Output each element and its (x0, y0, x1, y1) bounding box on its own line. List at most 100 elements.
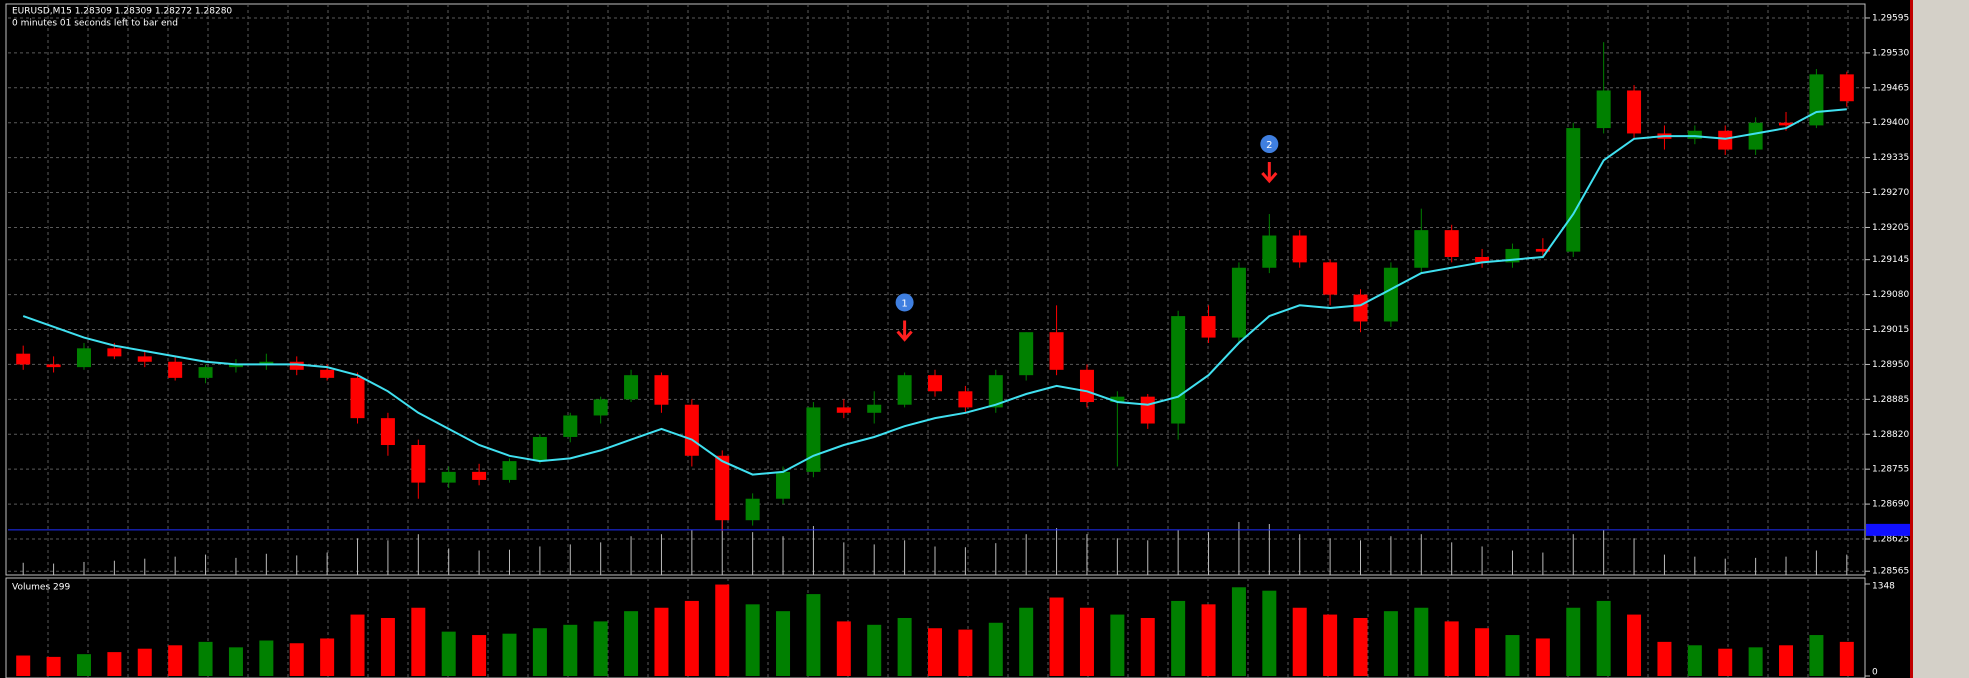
volume-bar (897, 617, 912, 676)
candle-body (198, 367, 213, 378)
candle-body (897, 375, 912, 405)
volume-bar (1262, 590, 1277, 676)
candle-body (624, 375, 639, 400)
annotation-badge (1260, 135, 1279, 154)
candle-body (16, 353, 31, 365)
volume-bar (1140, 617, 1155, 676)
volume-bar (441, 631, 456, 676)
volume-bar (867, 624, 882, 676)
candle-body (928, 375, 942, 392)
volume-bar (1718, 648, 1733, 676)
y-tick-label: 1.29465 (1872, 83, 1909, 93)
volume-bar (532, 628, 547, 676)
volume-bar (654, 607, 669, 676)
volume-title: Volumes 299 (12, 583, 70, 593)
candle-body (320, 369, 335, 378)
candle-body (1475, 257, 1490, 263)
volume-bar (502, 633, 517, 676)
candle-body (776, 471, 791, 499)
annotation-arrow (896, 320, 913, 342)
candle-body (350, 377, 365, 419)
volume-bar (745, 604, 760, 676)
candle-body (1566, 128, 1581, 252)
volume-bar (168, 645, 183, 676)
volume-bar (624, 611, 639, 676)
candle-body (380, 418, 395, 446)
volume-bar (1110, 614, 1125, 676)
y-tick-label: 1.28565 (1872, 567, 1909, 577)
volume-bar (1383, 611, 1398, 676)
volume-bar (563, 624, 578, 676)
candle-body (1292, 235, 1307, 263)
volume-bar (16, 655, 31, 676)
volume-bar (1657, 641, 1672, 676)
candle-body (1535, 248, 1550, 252)
volume-bar (1353, 617, 1368, 676)
volume-bar (715, 584, 730, 676)
candle-body (1201, 316, 1216, 338)
volume-bar (928, 628, 942, 676)
y-tick-label: 1.29080 (1872, 290, 1909, 300)
y-tick-label: 1.29145 (1872, 255, 1909, 265)
volume-bar (1444, 621, 1459, 676)
candle-body (1079, 369, 1094, 403)
candle-body (76, 348, 91, 368)
candle-body (472, 471, 487, 480)
volume-bar (289, 643, 304, 676)
marks (16, 42, 1854, 676)
volume-bar (259, 640, 274, 676)
y-tick-label: 1.29530 (1872, 48, 1909, 58)
candle-body (1262, 235, 1277, 268)
volume-bar (1019, 607, 1034, 676)
volume-bar (1687, 645, 1702, 676)
moving-average (22, 108, 1847, 476)
candle-body (1444, 230, 1459, 258)
candle-body (867, 404, 882, 413)
candle-body (1110, 396, 1125, 403)
volume-bar (1627, 614, 1642, 676)
volume-bar (958, 629, 973, 676)
y-tick-label: 1.29400 (1872, 118, 1909, 128)
annotation-label: 1 (901, 298, 907, 309)
y-tick-label: 1.28625 (1872, 535, 1909, 545)
candle-body (259, 361, 274, 365)
candle-body (289, 361, 304, 370)
volume-bar (198, 641, 213, 676)
volume-bar (1171, 600, 1186, 676)
candle-body (1809, 74, 1824, 126)
candle-body (745, 498, 760, 521)
y-tick-label: 1.28950 (1872, 360, 1909, 370)
candle-body (1687, 130, 1702, 139)
volume-bar (1748, 647, 1763, 676)
candle-body (1718, 130, 1733, 150)
volume-bar (320, 638, 335, 676)
candle-body (715, 455, 730, 521)
y-tick-label: 1.28885 (1872, 395, 1909, 405)
volume-bar (988, 622, 1003, 676)
y-tick-label: 1.28820 (1872, 430, 1909, 440)
candle-body (137, 356, 152, 362)
candle-body (593, 399, 608, 416)
candle-body (228, 364, 243, 368)
volume-bar (1414, 607, 1429, 676)
candle-body (806, 407, 821, 472)
y-tick-label: 1.29205 (1872, 223, 1909, 233)
y-tick-label: 1.29270 (1872, 188, 1909, 198)
candle-body (502, 461, 517, 480)
volume-bar (1292, 607, 1307, 676)
volume-bar (836, 621, 851, 676)
candle-body (1019, 332, 1034, 376)
volume-bar (1475, 628, 1490, 676)
volume-bar (1596, 600, 1611, 676)
chart-subtitle: 0 minutes 01 seconds left to bar end (12, 19, 178, 29)
volume-bar (593, 621, 608, 676)
candle-body (107, 348, 122, 357)
volume-bar (1566, 607, 1581, 676)
volume-bar (1049, 597, 1064, 676)
candle-body (1140, 396, 1155, 424)
candle-body (1779, 122, 1794, 126)
frame-edge (1910, 0, 1913, 678)
candle-body (441, 471, 456, 483)
